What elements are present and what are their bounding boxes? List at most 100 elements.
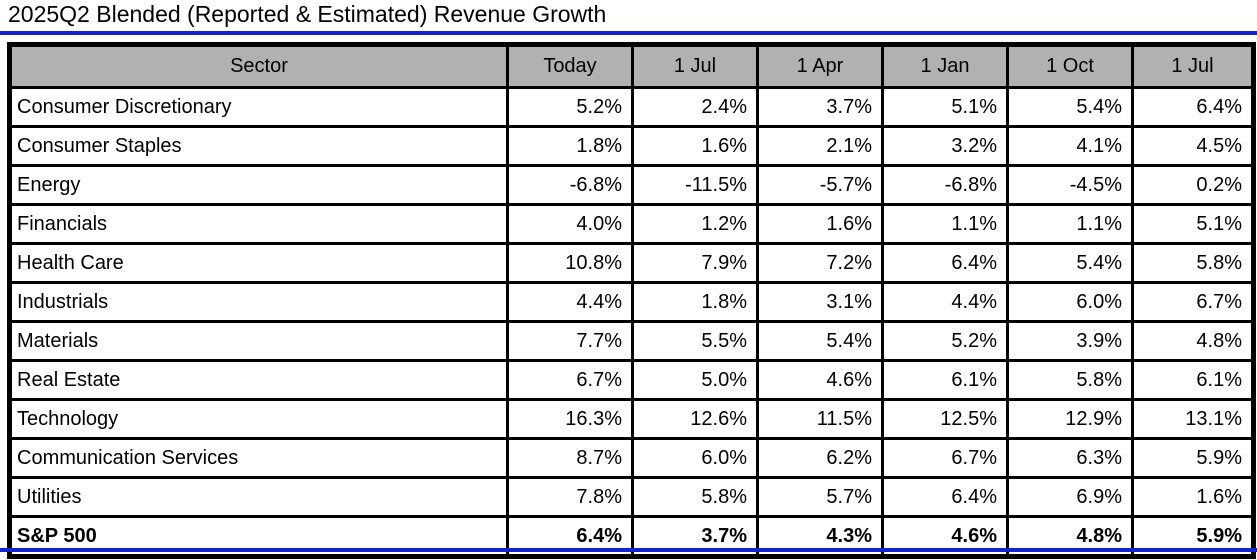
value-cell: 3.2% — [881, 125, 1009, 167]
sector-cell: Health Care — [8, 242, 509, 284]
value-cell: 4.1% — [1006, 125, 1134, 167]
value-cell: 6.1% — [1131, 359, 1255, 401]
value-cell: 5.4% — [1006, 86, 1134, 128]
value-cell: 6.0% — [631, 437, 759, 479]
value-cell: -6.8% — [506, 164, 634, 206]
value-cell: 5.1% — [881, 86, 1009, 128]
column-header: 1 Jan — [881, 43, 1009, 89]
sector-cell: Communication Services — [8, 437, 509, 479]
value-cell: 1.1% — [881, 203, 1009, 245]
value-cell: 7.2% — [756, 242, 884, 284]
table-row: Consumer Staples 1.8% 1.6% 2.1% 3.2% 4.1% 4.5% — [8, 125, 1255, 167]
value-cell: 5.2% — [506, 86, 634, 128]
value-cell: 6.9% — [1006, 476, 1134, 518]
page-title: 2025Q2 Blended (Reported & Estimated) Re… — [8, 1, 607, 27]
sector-cell: Consumer Discretionary — [8, 86, 509, 128]
value-cell: -6.8% — [881, 164, 1009, 206]
value-cell: 5.7% — [756, 476, 884, 518]
value-cell: 4.4% — [506, 281, 634, 323]
bottom-divider-rule — [0, 548, 1257, 552]
value-cell: 6.7% — [1131, 281, 1255, 323]
value-cell: 5.4% — [756, 320, 884, 362]
value-cell: 4.5% — [1131, 125, 1255, 167]
value-cell: 4.4% — [881, 281, 1009, 323]
value-cell: 12.9% — [1006, 398, 1134, 440]
column-header: 1 Oct — [1006, 43, 1134, 89]
value-cell: 11.5% — [756, 398, 884, 440]
table-row: Energy -6.8% -11.5% -5.7% -6.8% -4.5% 0.2% — [8, 164, 1255, 206]
value-cell: 5.9% — [1131, 437, 1255, 479]
value-cell: 3.1% — [756, 281, 884, 323]
value-cell: 6.0% — [1006, 281, 1134, 323]
value-cell: 4.8% — [1131, 320, 1255, 362]
value-cell: 6.4% — [1131, 86, 1255, 128]
value-cell: 7.9% — [631, 242, 759, 284]
value-cell: 0.2% — [1131, 164, 1255, 206]
value-cell: -4.5% — [1006, 164, 1134, 206]
sector-cell: Financials — [8, 203, 509, 245]
value-cell: 5.4% — [1006, 242, 1134, 284]
sector-cell: Technology — [8, 398, 509, 440]
table-row: Health Care 10.8% 7.9% 7.2% 6.4% 5.4% 5.8% — [8, 242, 1255, 284]
table-row: Industrials 4.4% 1.8% 3.1% 4.4% 6.0% 6.7% — [8, 281, 1255, 323]
value-cell: 12.5% — [881, 398, 1009, 440]
sector-cell: Utilities — [8, 476, 509, 518]
value-cell: 6.4% — [881, 242, 1009, 284]
value-cell: 5.1% — [1131, 203, 1255, 245]
value-cell: -11.5% — [631, 164, 759, 206]
value-cell: 16.3% — [506, 398, 634, 440]
table-row: Consumer Discretionary 5.2% 2.4% 3.7% 5.1% 5.… — [8, 86, 1255, 128]
value-cell: 5.2% — [881, 320, 1009, 362]
value-cell: 2.4% — [631, 86, 759, 128]
sector-cell: Materials — [8, 320, 509, 362]
sector-cell: Real Estate — [8, 359, 509, 401]
value-cell: 7.7% — [506, 320, 634, 362]
value-cell: 13.1% — [1131, 398, 1255, 440]
column-header: Today — [506, 43, 634, 89]
table-row: Communication Services 8.7% 6.0% 6.2% 6.7% 6.… — [8, 437, 1255, 479]
value-cell: 5.8% — [1006, 359, 1134, 401]
table-row: Utilities 7.8% 5.8% 5.7% 6.4% 6.9% 1.6% — [8, 476, 1255, 518]
value-cell: 2.1% — [756, 125, 884, 167]
value-cell: 1.8% — [506, 125, 634, 167]
sector-cell: Industrials — [8, 281, 509, 323]
value-cell: 1.6% — [1131, 476, 1255, 518]
value-cell: 10.8% — [506, 242, 634, 284]
column-header: 1 Apr — [756, 43, 884, 89]
table-row: Materials 7.7% 5.5% 5.4% 5.2% 3.9% 4.8% — [8, 320, 1255, 362]
value-cell: 1.8% — [631, 281, 759, 323]
table-row: Financials 4.0% 1.2% 1.6% 1.1% 1.1% 5.1% — [8, 203, 1255, 245]
table-row: Real Estate 6.7% 5.0% 4.6% 6.1% 5.8% 6.1% — [8, 359, 1255, 401]
sector-cell: Consumer Staples — [8, 125, 509, 167]
value-cell: 5.8% — [1131, 242, 1255, 284]
value-cell: 6.7% — [506, 359, 634, 401]
value-cell: 4.6% — [756, 359, 884, 401]
title-underline-rule — [0, 31, 1257, 35]
column-header: 1 Jul — [1131, 43, 1255, 89]
value-cell: 3.7% — [756, 86, 884, 128]
value-cell: 6.3% — [1006, 437, 1134, 479]
column-header: Sector — [8, 43, 509, 89]
value-cell: 5.8% — [631, 476, 759, 518]
value-cell: 4.0% — [506, 203, 634, 245]
value-cell: 12.6% — [631, 398, 759, 440]
value-cell: 1.6% — [756, 203, 884, 245]
value-cell: 6.1% — [881, 359, 1009, 401]
value-cell: 1.1% — [1006, 203, 1134, 245]
value-cell: 6.4% — [881, 476, 1009, 518]
revenue-growth-table: Sector Today 1 Jul 1 Apr 1 Jan 1 Oct 1 Jul Con… — [7, 42, 1256, 559]
value-cell: 6.7% — [881, 437, 1009, 479]
value-cell: 5.0% — [631, 359, 759, 401]
value-cell: 6.2% — [756, 437, 884, 479]
value-cell: 5.5% — [631, 320, 759, 362]
column-header: 1 Jul — [631, 43, 759, 89]
sector-cell: Energy — [8, 164, 509, 206]
value-cell: 1.2% — [631, 203, 759, 245]
table-row: Technology 16.3% 12.6% 11.5% 12.5% 12.9% 13.1% — [8, 398, 1255, 440]
value-cell: 1.6% — [631, 125, 759, 167]
value-cell: -5.7% — [756, 164, 884, 206]
value-cell: 3.9% — [1006, 320, 1134, 362]
value-cell: 7.8% — [506, 476, 634, 518]
table-header-row: Sector Today 1 Jul 1 Apr 1 Jan 1 Oct 1 Jul — [8, 43, 1255, 89]
